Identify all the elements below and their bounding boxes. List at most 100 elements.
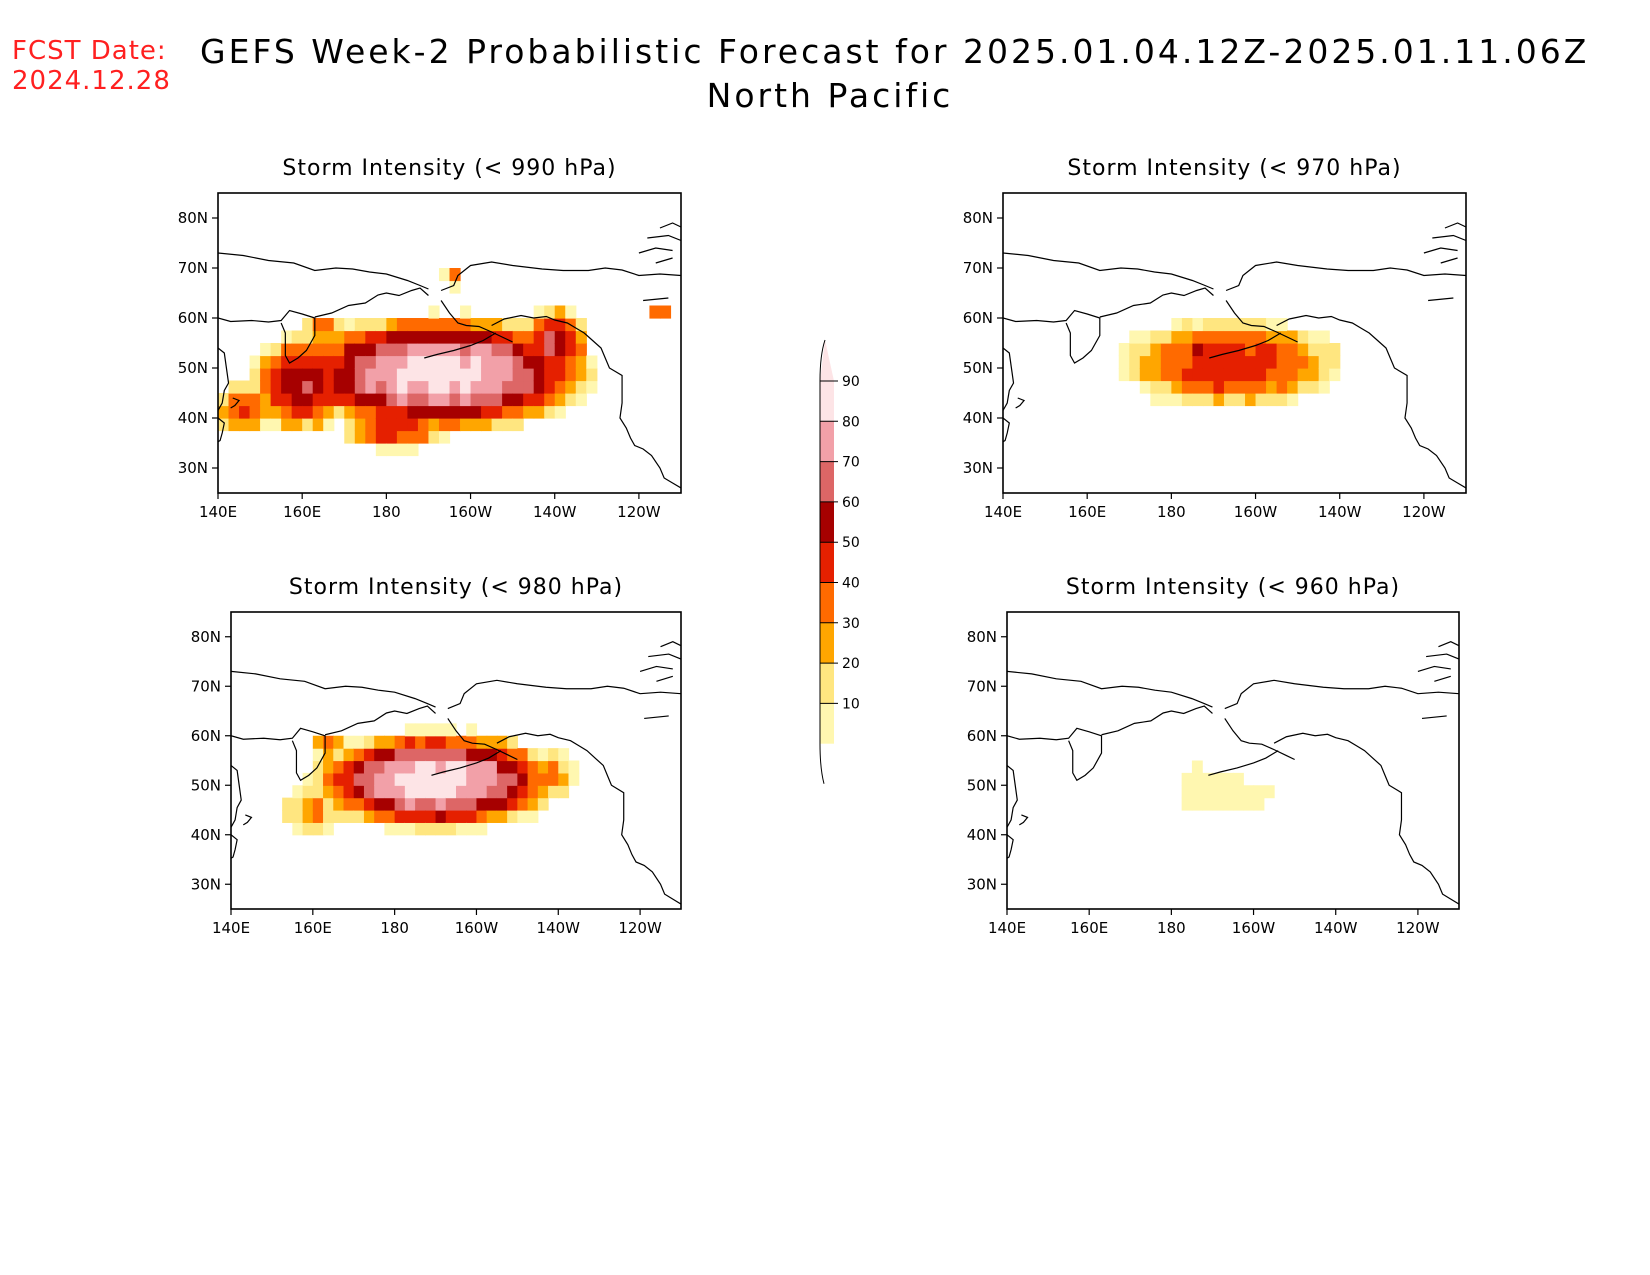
probability-cell [512, 405, 524, 419]
probability-cell [407, 393, 419, 407]
probability-cell [302, 772, 314, 786]
probability-cell [428, 393, 440, 407]
probability-cell [396, 355, 409, 369]
probability-cell [438, 380, 451, 394]
probability-cell [1255, 330, 1267, 344]
probability-cell [407, 343, 419, 357]
colorbar-top-outline [819, 339, 826, 382]
probability-cell [407, 430, 419, 444]
probability-cell [312, 822, 324, 836]
probability-cell [512, 393, 524, 407]
probability-cell [1234, 318, 1246, 332]
probability-cell [1266, 393, 1278, 407]
probability-cell [533, 405, 545, 419]
probability-cell [517, 797, 529, 811]
probability-cell [344, 368, 356, 382]
probability-cell [456, 748, 467, 762]
coastline-segment [655, 257, 673, 264]
probability-cell [575, 343, 587, 357]
probability-cell [527, 785, 539, 799]
probability-cell [1181, 797, 1193, 811]
probability-cell [323, 735, 334, 749]
probability-cell [575, 355, 587, 369]
probability-cell [1118, 343, 1130, 357]
coastline-segment [1003, 252, 1214, 290]
probability-cell [291, 343, 303, 357]
coastline-segment [1421, 715, 1447, 720]
probability-cell [333, 318, 345, 332]
probability-cell [394, 810, 406, 823]
coastline-segment [1007, 764, 1018, 828]
probability-cell [1160, 380, 1172, 394]
probability-cell [476, 785, 488, 799]
probability-cell [1297, 330, 1309, 344]
probability-cell [438, 393, 451, 407]
probability-cell [249, 405, 261, 419]
probability-cell [533, 318, 545, 332]
probability-cell [1181, 368, 1194, 382]
probability-cell [466, 772, 478, 786]
probability-cell [575, 330, 587, 344]
probability-cell [470, 380, 482, 394]
probability-cell [239, 405, 251, 419]
probability-cell [1308, 355, 1320, 369]
probability-cell [375, 318, 387, 332]
probability-cell [386, 330, 398, 344]
probability-cell [343, 735, 355, 749]
y-tick-label: 40N [967, 826, 997, 844]
probability-cell [415, 772, 426, 786]
probability-cell [1255, 355, 1267, 369]
probability-cell [425, 797, 437, 811]
probability-cell [354, 368, 366, 382]
probability-cell [1150, 355, 1162, 369]
probability-cell [386, 393, 398, 407]
probability-cell [374, 735, 386, 749]
probability-cell [425, 735, 437, 749]
probability-cell [1276, 343, 1288, 357]
probability-cell [568, 772, 580, 786]
probability-cell [302, 405, 314, 419]
probability-cell [354, 380, 366, 394]
probability-cell [1308, 330, 1320, 344]
probability-cell [1318, 355, 1330, 369]
probability-cell [445, 785, 457, 799]
coastline-segment [324, 705, 436, 736]
probability-cell [502, 393, 514, 407]
probability-cell [466, 785, 478, 799]
probability-cell [481, 318, 493, 332]
probability-cell [343, 748, 355, 762]
probability-cell [1255, 393, 1267, 407]
probability-cell [333, 772, 345, 786]
probability-cell [445, 822, 457, 836]
probability-cell [333, 330, 345, 344]
probability-cell [554, 368, 566, 382]
probability-cell [1171, 368, 1183, 382]
probability-cell [218, 405, 230, 419]
probability-cell [1223, 330, 1236, 344]
probability-cell [445, 772, 457, 786]
coastline-segment [491, 314, 681, 489]
probability-cell [565, 393, 577, 407]
panel-title: Storm Intensity (< 960 hPa) [1066, 575, 1400, 600]
y-tick-label: 70N [967, 677, 997, 695]
probability-cell [517, 748, 529, 762]
y-tick-label: 50N [963, 359, 993, 377]
probability-cell [1139, 330, 1151, 344]
probability-cell [466, 797, 478, 811]
probability-cell [415, 785, 426, 799]
probability-cell [333, 380, 345, 394]
coastline-segment [648, 653, 681, 660]
probability-cell [354, 343, 366, 357]
colorbar-label: 30 [842, 616, 860, 632]
probability-cell [476, 735, 488, 749]
probability-cell [1276, 330, 1288, 344]
probability-cell [1213, 343, 1225, 357]
probability-cell [386, 443, 398, 457]
probability-cell [386, 355, 398, 369]
probability-cell [333, 735, 345, 749]
probability-cell [281, 343, 293, 357]
probability-cell [312, 760, 324, 774]
probability-cell [281, 405, 293, 419]
probability-cell [394, 735, 406, 749]
coastline-segment [1426, 653, 1459, 660]
